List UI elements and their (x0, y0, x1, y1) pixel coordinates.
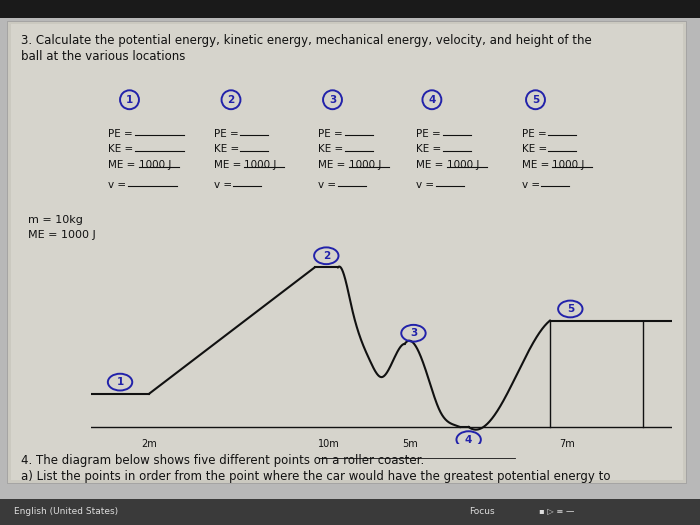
Text: 3: 3 (410, 328, 417, 338)
Text: 2: 2 (228, 94, 234, 105)
Text: 7m: 7m (559, 439, 575, 449)
Text: 5m: 5m (402, 439, 419, 449)
Text: 2m: 2m (141, 439, 157, 449)
FancyBboxPatch shape (0, 499, 700, 525)
Text: 10m: 10m (318, 439, 340, 449)
Text: 1000 J: 1000 J (244, 160, 276, 170)
Text: Focus: Focus (469, 507, 495, 517)
Text: English (United States): English (United States) (14, 507, 118, 517)
Text: PE =: PE = (416, 129, 441, 139)
Text: PE =: PE = (214, 129, 238, 139)
Text: v =: v = (214, 180, 232, 190)
Text: 1: 1 (116, 377, 124, 387)
Text: 2: 2 (323, 251, 330, 261)
Text: 5: 5 (567, 304, 574, 314)
Text: ME =: ME = (522, 160, 552, 170)
Text: PE =: PE = (522, 129, 546, 139)
Text: m = 10kg: m = 10kg (28, 215, 83, 225)
Text: ME =: ME = (108, 160, 139, 170)
Text: ME = 1000 J: ME = 1000 J (28, 230, 96, 240)
Text: v =: v = (318, 180, 337, 190)
Text: 1000 J: 1000 J (139, 160, 171, 170)
Text: ME =: ME = (318, 160, 349, 170)
Text: 3: 3 (329, 94, 336, 105)
FancyBboxPatch shape (0, 0, 700, 18)
Text: 5: 5 (532, 94, 539, 105)
Text: ▪ ▷ ≡ —: ▪ ▷ ≡ — (539, 507, 575, 517)
Text: 4: 4 (428, 94, 435, 105)
Text: KE =: KE = (108, 144, 134, 154)
Text: ME =: ME = (416, 160, 447, 170)
Text: PE =: PE = (108, 129, 133, 139)
Text: ME =: ME = (214, 160, 244, 170)
Text: 1000 J: 1000 J (552, 160, 584, 170)
Text: a) List the points in order from the point where the car would have the greatest: a) List the points in order from the poi… (21, 470, 610, 483)
Text: v =: v = (108, 180, 127, 190)
FancyBboxPatch shape (7, 21, 686, 483)
Text: 1: 1 (126, 94, 133, 105)
Text: 1000 J: 1000 J (349, 160, 381, 170)
Text: 1000 J: 1000 J (447, 160, 479, 170)
Text: KE =: KE = (214, 144, 239, 154)
Text: PE =: PE = (318, 129, 343, 139)
Text: 4: 4 (465, 435, 472, 445)
Text: KE =: KE = (522, 144, 547, 154)
Text: v =: v = (522, 180, 540, 190)
Text: 4. The diagram below shows five different points on a roller coaster.: 4. The diagram below shows five differen… (21, 454, 424, 467)
Text: KE =: KE = (318, 144, 344, 154)
Text: ball at the various locations: ball at the various locations (21, 50, 186, 63)
Text: v =: v = (416, 180, 435, 190)
FancyBboxPatch shape (10, 24, 682, 480)
Text: 3. Calculate the potential energy, kinetic energy, mechanical energy, velocity, : 3. Calculate the potential energy, kinet… (21, 34, 592, 47)
Text: KE =: KE = (416, 144, 442, 154)
